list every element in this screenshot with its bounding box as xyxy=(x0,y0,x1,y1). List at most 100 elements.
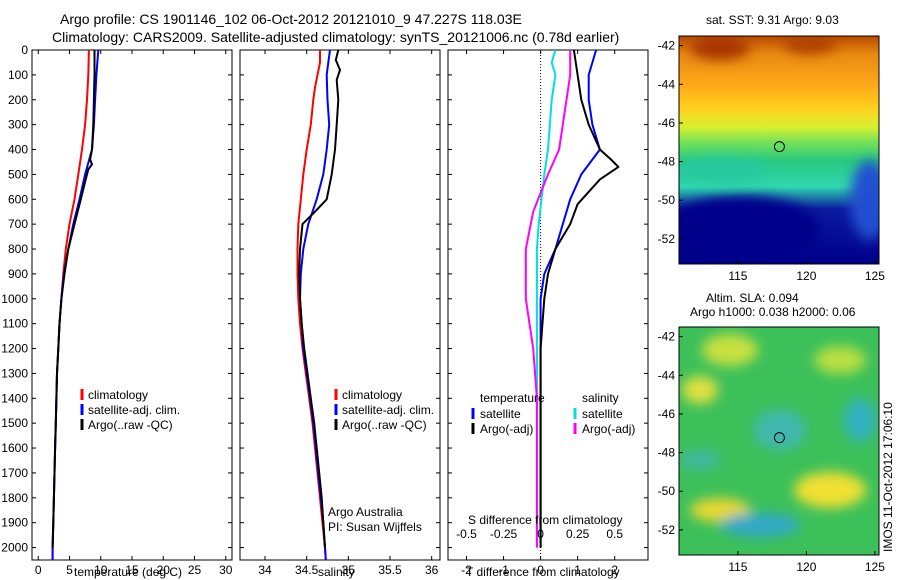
depth-tick-label: 1100 xyxy=(2,317,28,331)
difference-xlabel-top: S difference from climatology xyxy=(468,513,623,527)
argo-location-marker xyxy=(773,432,785,444)
salinity-legend-label: Argo(..raw -QC) xyxy=(342,418,427,432)
difference-top-tick-label: -0.25 xyxy=(490,527,518,541)
difference-top-tick-label: -0.5 xyxy=(456,527,477,541)
credit-line1: Argo Australia xyxy=(328,505,403,519)
depth-tick-label: 900 xyxy=(8,267,28,281)
difference-legend-heading: salinity xyxy=(582,391,619,405)
sla-map-title-line2: Argo h1000: 0.038 h2000: 0.06 xyxy=(690,305,856,319)
sla-map-panel: Altim. SLA: 0.094 Argo h1000: 0.038 h200… xyxy=(658,291,886,574)
sla-high-patch xyxy=(814,346,866,374)
depth-tick-label: 1500 xyxy=(1,416,28,430)
depth-tick-label: 1300 xyxy=(1,366,28,380)
sla-map-xtick-label: 115 xyxy=(728,560,747,574)
sst-cool-patch xyxy=(679,158,770,182)
sst-map-xtick-label: 115 xyxy=(728,269,747,283)
salinity-legend-label: satellite-adj. clim. xyxy=(342,403,434,417)
sla-map-title-line1: Altim. SLA: 0.094 xyxy=(706,291,799,305)
figure-title-line1: Argo profile: CS 1901146_102 06-Oct-2012… xyxy=(60,11,522,27)
temperature-legend-label: climatology xyxy=(88,388,148,402)
depth-tick-label: 1400 xyxy=(1,391,28,405)
depth-tick-label: 1600 xyxy=(1,441,28,455)
sst-map-ytick-label: -46 xyxy=(658,116,676,130)
temperature-legend-label: Argo(..raw -QC) xyxy=(88,418,173,432)
difference-xtick-label: 0 xyxy=(537,563,544,577)
temperature-xtick-label: 25 xyxy=(188,563,202,577)
sla-map-frame xyxy=(678,326,880,556)
credit-line2: PI: Susan Wijffels xyxy=(328,520,422,534)
sst-cool-patch xyxy=(850,160,879,240)
difference-top-tick-label: 0.25 xyxy=(566,527,590,541)
sst-map-title: sat. SST: 9.31 Argo: 9.03 xyxy=(706,13,839,27)
sst-map-xtick-label: 125 xyxy=(865,269,885,283)
temperature-xtick-label: 10 xyxy=(94,563,108,577)
sla-low-patch xyxy=(720,513,800,537)
sst-warm-patch xyxy=(784,36,836,54)
difference-series-line xyxy=(524,50,572,548)
temperature-series-line xyxy=(51,50,96,548)
timestamp-stamp: IMOS 11-Oct-2012 17:06:10 xyxy=(881,402,895,552)
sla-map-ytick-label: -50 xyxy=(658,484,676,498)
depth-tick-label: 400 xyxy=(8,143,28,157)
temperature-plot-frame xyxy=(31,49,233,561)
difference-series-line xyxy=(535,49,557,548)
depth-tick-label: 600 xyxy=(8,192,28,206)
sla-map-ytick-label: -46 xyxy=(658,407,676,421)
depth-tick-label: 1800 xyxy=(1,491,28,505)
figure-title-line2: Climatology: CARS2009. Satellite-adjuste… xyxy=(52,29,619,45)
depth-tick-label: 0 xyxy=(21,43,28,57)
sst-map-ytick-label: -50 xyxy=(658,193,676,207)
salinity-xtick-label: 35 xyxy=(342,563,356,577)
sla-low-patch xyxy=(754,410,806,450)
salinity-plot-frame xyxy=(239,49,441,561)
sla-low-patch xyxy=(844,398,876,442)
sst-map-ytick-label: -44 xyxy=(658,77,676,91)
depth-tick-label: 1000 xyxy=(1,292,28,306)
temperature-xlabel: temperature (deg C) xyxy=(74,565,182,579)
salinity-legend-label: climatology xyxy=(342,388,402,402)
depth-tick-label: 700 xyxy=(8,217,28,231)
sst-map-ytick-label: -48 xyxy=(658,155,676,169)
salinity-series-line xyxy=(298,49,341,548)
sla-high-patch xyxy=(702,334,758,366)
sla-low-patch xyxy=(680,450,720,470)
depth-tick-label: 500 xyxy=(8,167,28,181)
difference-legend-heading: temperature xyxy=(480,391,545,405)
temperature-xtick-label: 5 xyxy=(66,563,73,577)
depth-tick-label: 1200 xyxy=(1,342,28,356)
sla-map-ytick-label: -48 xyxy=(658,446,676,460)
salinity-xtick-label: 36 xyxy=(425,563,439,577)
salinity-panel: 34 34.5 35 35.5 36 climatologysatellite-adj. … xyxy=(239,49,441,579)
sla-map-ytick-label: -42 xyxy=(658,330,676,344)
sst-cold-pool xyxy=(679,196,820,264)
temperature-xtick-label: 20 xyxy=(157,563,171,577)
difference-series-line xyxy=(539,49,601,548)
sst-map-frame xyxy=(678,35,880,265)
sla-map-xtick-label: 120 xyxy=(796,560,816,574)
depth-tick-label: 2000 xyxy=(1,541,28,555)
temperature-xtick-label: 0 xyxy=(35,563,42,577)
sst-warm-patch xyxy=(690,36,750,60)
argo-location-marker xyxy=(773,141,785,153)
salinity-xtick-label: 34.5 xyxy=(295,563,319,577)
depth-tick-label: 200 xyxy=(8,93,28,107)
sst-map-xtick-label: 120 xyxy=(796,269,816,283)
sla-map-ytick-label: -52 xyxy=(658,523,676,537)
temperature-xtick-label: 30 xyxy=(219,563,233,577)
difference-xtick-label: 1 xyxy=(574,563,581,577)
difference-series-line xyxy=(539,49,620,548)
temperature-legend-label: satellite-adj. clim. xyxy=(88,403,180,417)
temperature-xtick-label: 15 xyxy=(125,563,139,577)
difference-xtick-label: -2 xyxy=(461,563,472,577)
difference-panel: -2 -1 0 1 2 -0.5 -0.25 0 0.25 0.5 temperature salin… xyxy=(447,49,649,579)
sla-high-patch xyxy=(682,376,718,404)
difference-xlabel: T difference from climatology xyxy=(466,565,620,579)
sla-high-patch xyxy=(794,472,866,508)
sla-map-xtick-label: 125 xyxy=(865,560,885,574)
difference-top-tick-label: 0.5 xyxy=(606,527,623,541)
sst-map-panel: sat. SST: 9.31 Argo: 9.03 115 120 125 -42 -4… xyxy=(658,13,886,283)
depth-tick-label: 300 xyxy=(8,118,28,132)
salinity-xlabel: salinity xyxy=(318,565,355,579)
difference-legend-label: Argo(-adj) xyxy=(480,422,533,436)
